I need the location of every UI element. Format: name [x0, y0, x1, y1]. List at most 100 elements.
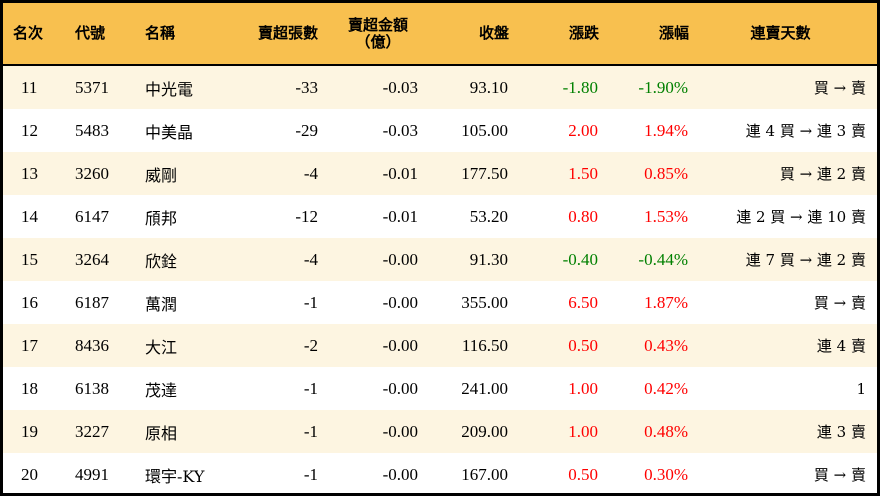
cell-net-sell-lots: -4	[303, 249, 318, 269]
cell-net-sell-amount: -0.00	[382, 335, 418, 355]
cell-net-sell-amount: -0.03	[382, 77, 418, 97]
cell-streak: 連 4 賣	[816, 337, 866, 355]
cell-change-pct: 1.53%	[644, 206, 688, 226]
header-change-pct: 漲幅	[658, 24, 689, 42]
cell-change: 0.50	[568, 335, 598, 355]
cell-change-pct: 0.42%	[644, 378, 688, 398]
table-row[interactable]: 16 6187 萬潤 -1 -0.00 355.00 6.50 1.87% 買 …	[3, 281, 877, 324]
cell-close: 116.50	[461, 335, 508, 355]
cell-streak: 連 3 賣	[816, 423, 866, 441]
cell-net-sell-amount: -0.01	[382, 206, 418, 226]
cell-net-sell-lots: -1	[303, 421, 318, 441]
header-net-sell-amount: 賣超金額 （億）	[333, 3, 423, 64]
cell-net-sell-lots: -29	[295, 120, 318, 140]
cell-close: 177.50	[461, 163, 508, 183]
cell-close: 53.20	[469, 206, 508, 226]
cell-change: 2.00	[568, 120, 598, 140]
cell-net-sell-lots: -33	[295, 77, 318, 97]
cell-streak: 買 → 連 2 賣	[779, 165, 866, 183]
cell-change: -1.80	[562, 77, 598, 97]
header-net-sell-lots: 賣超張數	[257, 24, 318, 42]
cell-streak: 買 → 賣	[813, 294, 866, 312]
cell-streak: 買 → 賣	[813, 79, 866, 97]
cell-streak: 連 7 買 → 連 2 賣	[745, 251, 866, 269]
cell-name[interactable]: 大江	[145, 337, 178, 357]
cell-code: 6138	[75, 378, 109, 398]
cell-change-pct: 1.87%	[644, 292, 688, 312]
cell-streak: 1	[856, 379, 866, 398]
cell-rank: 11	[21, 77, 38, 97]
cell-name[interactable]: 萬潤	[145, 294, 178, 314]
cell-net-sell-lots: -4	[303, 163, 318, 183]
cell-close: 167.00	[461, 464, 508, 484]
cell-code: 4991	[75, 464, 109, 484]
cell-code: 3260	[75, 163, 109, 183]
cell-code: 3227	[75, 421, 109, 441]
header-net-sell-amount-unit: （億）	[355, 32, 401, 51]
cell-change-pct: 0.48%	[644, 421, 688, 441]
cell-name[interactable]: 欣銓	[145, 251, 178, 271]
cell-rank: 16	[21, 292, 38, 312]
cell-name[interactable]: 環宇-KY	[145, 466, 205, 486]
cell-code: 6147	[75, 206, 109, 226]
cell-change-pct: -1.90%	[638, 77, 688, 97]
cell-net-sell-amount: -0.00	[382, 292, 418, 312]
table-header: 名次 代號 名稱 賣超張數 賣超金額 （億） 收盤 漲跌 漲幅 連賣天數	[3, 3, 877, 66]
cell-rank: 14	[21, 206, 38, 226]
header-net-sell-amount-label: 賣超金額	[347, 15, 408, 34]
cell-name[interactable]: 原相	[145, 423, 178, 443]
table-row[interactable]: 13 3260 威剛 -4 -0.01 177.50 1.50 0.85% 買 …	[3, 152, 877, 195]
cell-close: 241.00	[461, 378, 508, 398]
header-close: 收盤	[478, 24, 509, 42]
cell-net-sell-amount: -0.00	[382, 249, 418, 269]
cell-name[interactable]: 茂達	[145, 380, 178, 400]
header-name: 名稱	[145, 24, 176, 42]
cell-name[interactable]: 威剛	[145, 165, 178, 185]
cell-change-pct: 0.85%	[644, 163, 688, 183]
cell-close: 355.00	[461, 292, 508, 312]
cell-name[interactable]: 中光電	[145, 79, 194, 99]
cell-net-sell-lots: -2	[303, 335, 318, 355]
cell-change-pct: 0.30%	[644, 464, 688, 484]
cell-rank: 13	[21, 163, 38, 183]
cell-streak: 連 4 買 → 連 3 賣	[745, 122, 866, 140]
cell-change: -0.40	[562, 249, 598, 269]
cell-change-pct: -0.44%	[638, 249, 688, 269]
cell-rank: 12	[21, 120, 38, 140]
cell-code: 3264	[75, 249, 109, 269]
table-row[interactable]: 11 5371 中光電 -33 -0.03 93.10 -1.80 -1.90%…	[3, 66, 877, 109]
header-streak: 連賣天數	[750, 24, 811, 42]
cell-code: 6187	[75, 292, 109, 312]
table-row[interactable]: 19 3227 原相 -1 -0.00 209.00 1.00 0.48% 連 …	[3, 410, 877, 453]
cell-change: 1.00	[568, 378, 598, 398]
cell-code: 5483	[75, 120, 109, 140]
cell-net-sell-amount: -0.00	[382, 464, 418, 484]
cell-name[interactable]: 中美晶	[145, 122, 194, 142]
cell-close: 93.10	[469, 77, 508, 97]
cell-close: 91.30	[469, 249, 508, 269]
cell-change-pct: 1.94%	[644, 120, 688, 140]
table-row[interactable]: 14 6147 頎邦 -12 -0.01 53.20 0.80 1.53% 連 …	[3, 195, 877, 238]
table-body: 11 5371 中光電 -33 -0.03 93.10 -1.80 -1.90%…	[3, 66, 877, 493]
table-row[interactable]: 15 3264 欣銓 -4 -0.00 91.30 -0.40 -0.44% 連…	[3, 238, 877, 281]
cell-change: 1.50	[568, 163, 598, 183]
header-code: 代號	[75, 24, 106, 42]
table-row[interactable]: 12 5483 中美晶 -29 -0.03 105.00 2.00 1.94% …	[3, 109, 877, 152]
cell-rank: 15	[21, 249, 38, 269]
cell-net-sell-lots: -12	[295, 206, 318, 226]
cell-change: 1.00	[568, 421, 598, 441]
table-row[interactable]: 20 4991 環宇-KY -1 -0.00 167.00 0.50 0.30%…	[3, 453, 877, 493]
cell-change: 0.80	[568, 206, 598, 226]
table-row[interactable]: 17 8436 大江 -2 -0.00 116.50 0.50 0.43% 連 …	[3, 324, 877, 367]
cell-net-sell-lots: -1	[303, 464, 318, 484]
cell-rank: 18	[21, 378, 38, 398]
cell-change-pct: 0.43%	[644, 335, 688, 355]
cell-net-sell-lots: -1	[303, 292, 318, 312]
table-row[interactable]: 18 6138 茂達 -1 -0.00 241.00 1.00 0.42% 1	[3, 367, 877, 410]
cell-close: 209.00	[461, 421, 508, 441]
cell-net-sell-lots: -1	[303, 378, 318, 398]
cell-name[interactable]: 頎邦	[145, 208, 178, 228]
cell-net-sell-amount: -0.01	[382, 163, 418, 183]
header-rank: 名次	[13, 24, 44, 42]
